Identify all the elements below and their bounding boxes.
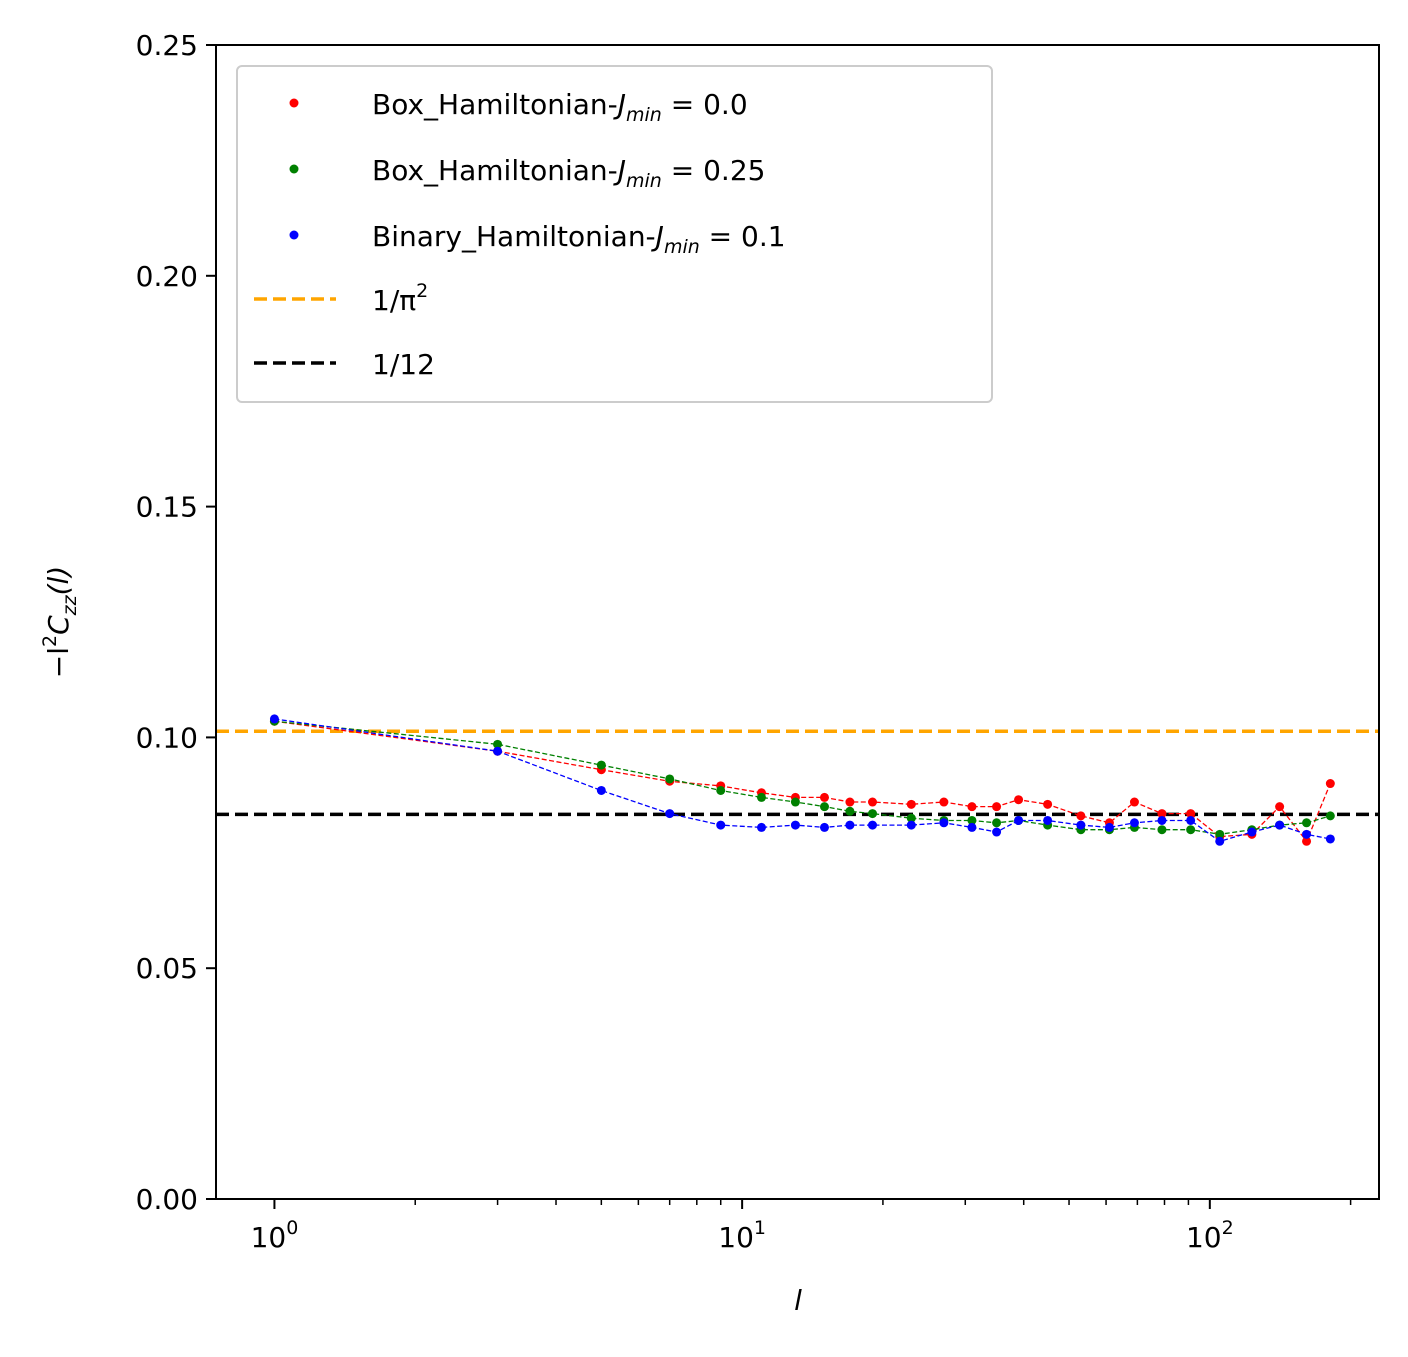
data-point-green [716, 785, 726, 795]
data-point-blue [1247, 827, 1257, 837]
legend: Box_Hamiltonian-Jmin = 0.0 Box_Hamiltoni… [236, 65, 993, 403]
data-point-blue [1157, 815, 1167, 825]
y-label-prefix: −l [42, 647, 75, 678]
data-point-green [596, 760, 606, 770]
legend-marker-blue [289, 230, 299, 240]
data-point-red [819, 792, 829, 802]
data-point-green [906, 813, 916, 823]
y-tick-label: 0.15 [136, 491, 198, 524]
data-point-red [1157, 809, 1167, 819]
legend-label-twelve: 1/12 [372, 348, 435, 381]
legend-label-pi: 1/π2 [372, 280, 428, 317]
x-tick-label: 102 [1186, 1217, 1234, 1254]
data-point-green [790, 797, 800, 807]
x-tick-label: 100 [251, 1217, 299, 1254]
data-point-green [1186, 825, 1196, 835]
data-point-blue [992, 827, 1002, 837]
data-point-blue [906, 820, 916, 830]
legend-marker-red [289, 98, 299, 108]
data-point-blue [1215, 836, 1225, 846]
series-line-blue [274, 718, 1331, 843]
y-tick-label: 0.00 [136, 1183, 198, 1216]
data-point-blue [596, 785, 606, 795]
svg-text:−l2Czz(l): −l2Czz(l) [39, 566, 81, 679]
data-point-blue [1325, 834, 1335, 844]
data-point-blue [493, 746, 503, 756]
data-point-red [967, 802, 977, 812]
data-point-red [906, 799, 916, 809]
data-point-green [1157, 825, 1167, 835]
y-axis-label: −l2Czz(l) [39, 566, 81, 679]
data-point-blue [845, 820, 855, 830]
data-point-green [819, 802, 829, 812]
y-label-c: C [42, 615, 75, 635]
data-point-green [756, 792, 766, 802]
y-label-sub: zz [59, 594, 81, 616]
data-point-blue [269, 714, 279, 724]
data-point-red [1302, 836, 1312, 846]
legend-box [236, 65, 993, 403]
data-point-red [1325, 779, 1335, 789]
data-point-blue [756, 822, 766, 832]
y-label-sup: 2 [39, 635, 61, 647]
axes-frame [215, 44, 1380, 1200]
data-point-blue [1302, 829, 1312, 839]
data-point-blue [1104, 822, 1114, 832]
data-point-blue [665, 809, 675, 819]
data-point-red [1043, 799, 1053, 809]
data-point-green [967, 815, 977, 825]
y-tick-label: 0.10 [136, 721, 198, 754]
data-point-red [1014, 795, 1024, 805]
data-point-blue [819, 822, 829, 832]
data-point-red [992, 802, 1002, 812]
data-point-blue [790, 820, 800, 830]
data-point-blue [1076, 820, 1086, 830]
data-point-blue [939, 818, 949, 828]
y-tick-label: 0.20 [136, 260, 198, 293]
data-point-blue [1043, 815, 1053, 825]
x-axis-label: l [794, 1284, 802, 1317]
data-point-green [867, 809, 877, 819]
data-point-blue [716, 820, 726, 830]
data-point-green [1215, 829, 1225, 839]
data-point-blue [967, 822, 977, 832]
x-tick-label: 101 [718, 1217, 766, 1254]
data-point-green [665, 774, 675, 784]
data-point-blue [1129, 818, 1139, 828]
data-point-blue [867, 820, 877, 830]
data-point-green [992, 818, 1002, 828]
y-tick-label: 0.05 [136, 952, 198, 985]
series-line-red [274, 720, 1331, 843]
legend-label-red: Box_Hamiltonian-Jmin = 0.0 [372, 88, 748, 126]
data-point-green [845, 806, 855, 816]
y-tick-label: 0.25 [136, 29, 198, 62]
data-point-red [845, 797, 855, 807]
data-point-blue [1014, 815, 1024, 825]
data-point-green [1325, 811, 1335, 821]
data-point-red [1186, 809, 1196, 819]
x-axis-label-text: l [794, 1284, 802, 1317]
data-point-red [1076, 811, 1086, 821]
data-point-green [493, 739, 503, 749]
data-point-green [1302, 818, 1312, 828]
data-point-blue [1275, 820, 1285, 830]
series-blue [269, 714, 1335, 846]
legend-marker-green [289, 164, 299, 174]
legend-label-blue: Binary_Hamiltonian-Jmin = 0.1 [372, 220, 786, 258]
data-point-red [1129, 797, 1139, 807]
reference-lines [216, 729, 1379, 817]
axis-ticks: 0.00 0.05 0.10 0.15 0.20 0.25 100 101 102 [136, 29, 1352, 1254]
data-series [269, 714, 1335, 846]
legend-label-green: Box_Hamiltonian-Jmin = 0.25 [372, 154, 765, 192]
y-label-suffix: (l) [42, 566, 75, 596]
series-line-green [274, 720, 1331, 835]
data-point-red [1275, 802, 1285, 812]
data-point-red [867, 797, 877, 807]
data-point-blue [1186, 815, 1196, 825]
data-point-red [939, 797, 949, 807]
